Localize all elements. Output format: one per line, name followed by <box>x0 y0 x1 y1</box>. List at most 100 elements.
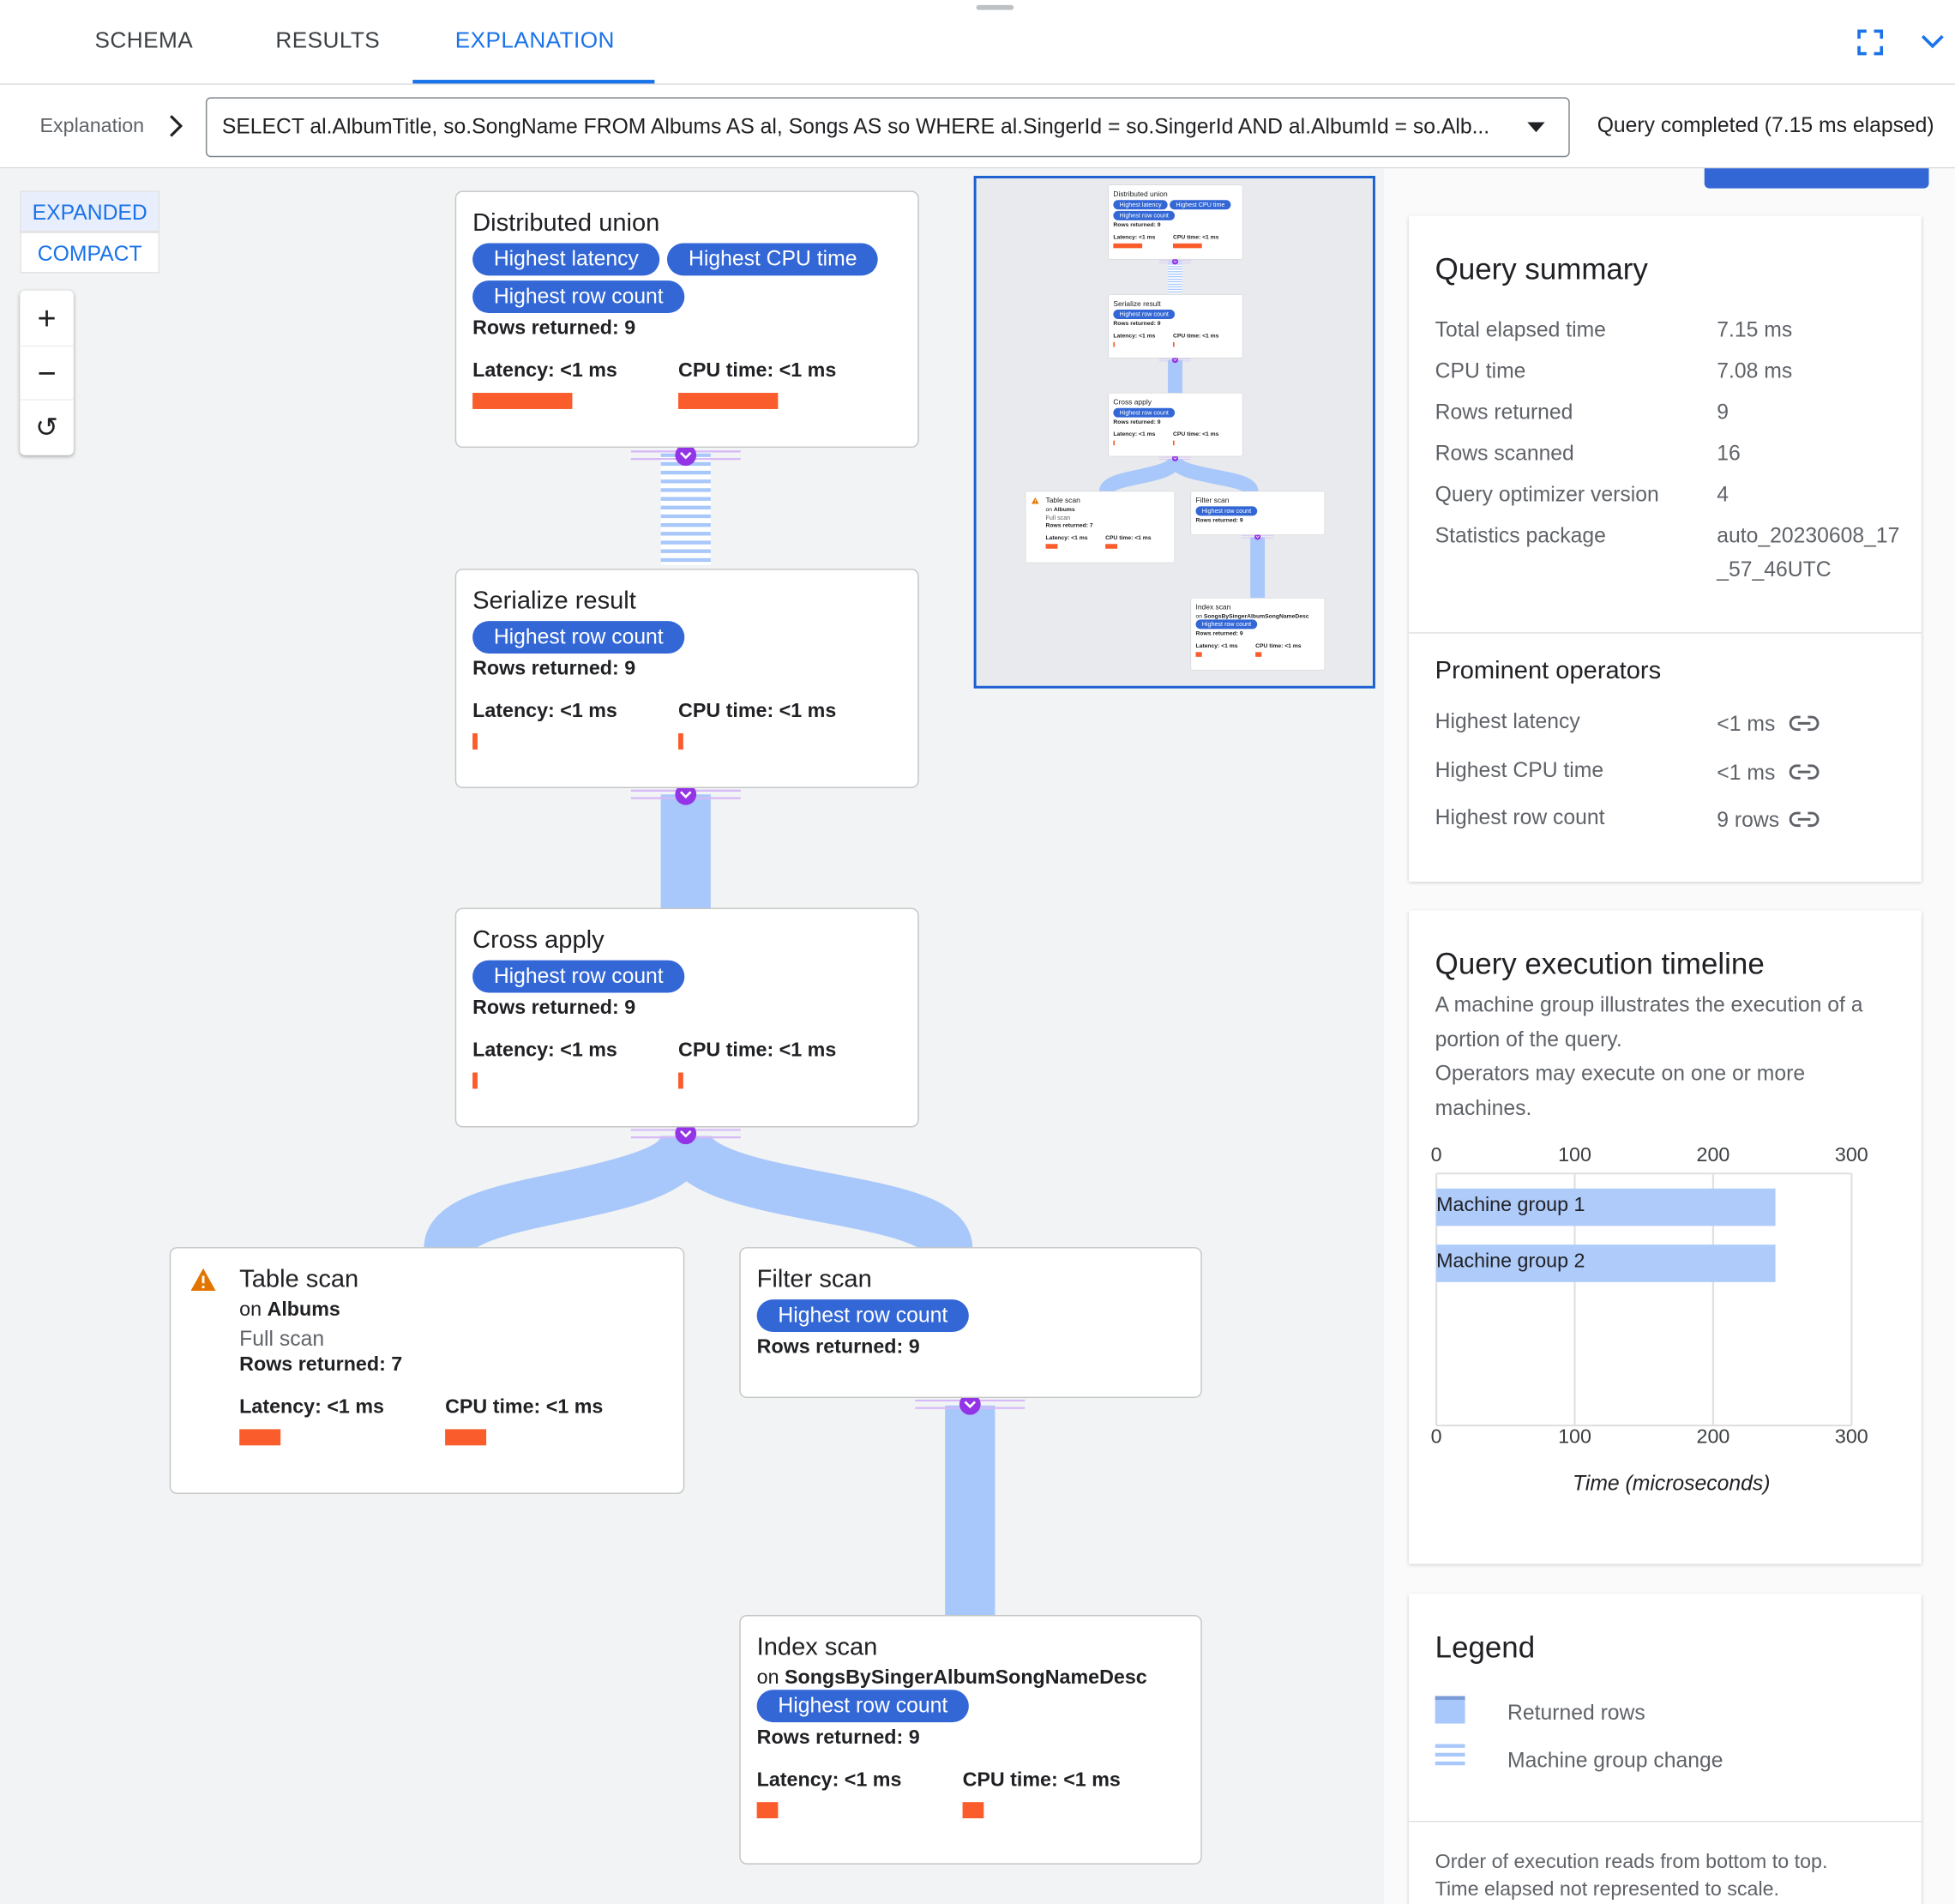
cpu-time-label: CPU time: <1 ms <box>962 1769 1121 1792</box>
legend-machine-group-change: Machine group change <box>1507 1748 1723 1773</box>
expand-connector-button[interactable] <box>1158 455 1192 461</box>
node-badges: Highest latency Highest CPU time Highest r… <box>1113 200 1237 220</box>
cpu-time-label: CPU time: <1 ms <box>445 1396 604 1419</box>
latency-bar <box>1045 544 1058 549</box>
rows-returned: Rows returned: 9 <box>1113 419 1161 425</box>
latency-bar <box>1113 341 1116 347</box>
plan-node-serialize-result[interactable]: Serialize result Highest row count Rows re… <box>454 569 919 788</box>
toolbar: Explanation SELECT al.AlbumTitle, so.Son… <box>0 84 1955 169</box>
badge[interactable]: Highest CPU time <box>1170 200 1231 210</box>
plan-node-index-scan[interactable]: Index scan on SongsBySingerAlbumSongNameD… <box>1190 598 1326 671</box>
expand-connector-button[interactable] <box>630 444 741 467</box>
table-name: SongsBySingerAlbumSongNameDesc <box>784 1667 1147 1689</box>
timeline-bar[interactable] <box>1436 1244 1776 1282</box>
legend-note-2: Time elapsed not represented to scale. <box>1435 1879 1780 1901</box>
node-table: on SongsBySingerAlbumSongNameDesc <box>757 1667 1185 1690</box>
node-title: Table scan <box>1045 497 1080 505</box>
rows-returned: Rows returned: 9 <box>1195 630 1243 637</box>
query-plan-graph: Distributed union Highest latency Highest … <box>0 168 1247 1904</box>
plan-node-distributed-union[interactable]: Distributed union Highest latency Highest … <box>454 190 919 449</box>
badge[interactable]: Highest latency <box>472 243 660 276</box>
cpu-time-label: CPU time: <1 ms <box>1172 233 1219 241</box>
summary-value: 16 <box>1717 441 1741 466</box>
cpu-time-bar <box>1255 652 1262 657</box>
node-title: Distributed union <box>472 209 660 238</box>
link-icon[interactable] <box>1789 762 1820 780</box>
expand-connector-button[interactable] <box>1158 258 1192 265</box>
reset-zoom-button[interactable]: ↺ <box>35 411 58 443</box>
expand-connector-button[interactable] <box>630 1123 741 1145</box>
badge[interactable]: Highest row count <box>472 621 685 654</box>
plan-node-index-scan[interactable]: Index scan on SongsBySingerAlbumSongNameD… <box>739 1615 1202 1865</box>
machine-group-change-swatch <box>1435 1744 1465 1766</box>
expanded-view-button[interactable]: EXPANDED <box>20 190 160 232</box>
tab-results[interactable]: RESULTS <box>275 27 381 53</box>
latency-label: Latency: <1 ms <box>472 1039 617 1062</box>
node-badges: Highest row count <box>756 1690 1185 1723</box>
tab-bar: SCHEMA RESULTS EXPLANATION <box>0 0 1955 85</box>
link-icon[interactable] <box>1789 714 1820 732</box>
badge[interactable]: Highest row count <box>472 960 685 993</box>
badge[interactable]: Highest row count <box>472 280 685 313</box>
badge[interactable]: Highest row count <box>1195 506 1258 516</box>
returned-rows-connector <box>424 1131 711 1255</box>
cpu-time-label: CPU time: <1 ms <box>678 701 837 722</box>
prominent-label: Highest CPU time <box>1435 757 1604 781</box>
drag-handle[interactable] <box>976 4 1014 10</box>
x-axis-label: Time (microseconds) <box>1572 1471 1771 1496</box>
expand-connector-button[interactable] <box>915 1393 1026 1415</box>
x-tick-label-bottom: 200 <box>1696 1426 1730 1449</box>
timeline-title: Query execution timeline <box>1435 948 1765 982</box>
minimap[interactable]: Distributed union Highest latency Highest … <box>973 176 1375 689</box>
badge[interactable]: Highest row count <box>1195 619 1258 630</box>
dropdown-arrow-icon[interactable] <box>1526 121 1546 134</box>
chevron-down-icon[interactable] <box>1920 33 1945 50</box>
badge[interactable]: Highest latency <box>1113 200 1168 210</box>
returned-rows-connector <box>1168 456 1259 495</box>
badge[interactable]: Highest row count <box>756 1299 969 1332</box>
cpu-time-label: CPU time: <1 ms <box>1172 431 1219 437</box>
node-title: Filter scan <box>1195 497 1230 505</box>
badge[interactable]: Highest CPU time <box>667 243 879 276</box>
on-prefix: on <box>756 1667 779 1689</box>
plan-node-filter-scan[interactable]: Filter scan Highest row count Rows returne… <box>739 1247 1202 1399</box>
legend-note: Order of execution reads from bottom to … <box>1435 1852 1828 1874</box>
plan-node-serialize-result[interactable]: Serialize result Highest row count Rows re… <box>1108 294 1243 359</box>
latency-label: Latency: <1 ms <box>1113 233 1156 241</box>
table-name: Albums <box>267 1299 340 1321</box>
badge[interactable]: Highest row count <box>1113 310 1176 319</box>
prominent-label: Highest latency <box>1435 709 1580 734</box>
returned-rows-connector <box>1250 537 1266 599</box>
node-table: on SongsBySingerAlbumSongNameDesc <box>1196 613 1320 620</box>
timeline-card: Query execution timeline A machine group… <box>1409 910 1922 1564</box>
plan-node-filter-scan[interactable]: Filter scan Highest row count Rows returne… <box>1190 491 1326 535</box>
latency-bar <box>472 1072 478 1089</box>
expand-connector-button[interactable] <box>1158 357 1192 364</box>
timeline-bar[interactable] <box>1436 1188 1776 1226</box>
panel-action-button[interactable] <box>1704 168 1929 189</box>
cpu-time-bar <box>445 1429 486 1446</box>
fullscreen-icon[interactable] <box>1856 28 1884 56</box>
query-select[interactable]: SELECT al.AlbumTitle, so.SongName FROM A… <box>205 97 1570 158</box>
badge[interactable]: Highest row count <box>1113 210 1176 220</box>
latency-label: Latency: <1 ms <box>756 1769 902 1792</box>
rows-returned: Rows returned: 9 <box>472 997 636 1019</box>
badge[interactable]: Highest row count <box>756 1690 969 1723</box>
summary-value: 9 <box>1717 400 1729 425</box>
plan-node-cross-apply[interactable]: Cross apply Highest row count Rows returne… <box>1108 392 1243 457</box>
plan-node-table-scan[interactable]: Table scan on Albums Full scan Rows returne… <box>1025 491 1176 563</box>
breadcrumb[interactable]: Explanation <box>39 116 145 137</box>
node-badges: Highest row count <box>1113 407 1237 418</box>
tab-schema[interactable]: SCHEMA <box>94 27 194 53</box>
badge[interactable]: Highest row count <box>1113 407 1176 418</box>
expand-connector-button[interactable] <box>630 783 741 805</box>
expand-connector-button[interactable] <box>1242 533 1274 540</box>
plan-node-table-scan[interactable]: Table scan on Albums Full scan Rows returne… <box>169 1247 685 1495</box>
plan-node-distributed-union[interactable]: Distributed union Highest latency Highest … <box>1108 184 1243 260</box>
compact-view-button[interactable]: COMPACT <box>20 232 160 274</box>
zoom-in-button[interactable]: + <box>37 298 57 336</box>
tab-explanation[interactable]: EXPLANATION <box>454 27 615 53</box>
link-icon[interactable] <box>1789 810 1820 828</box>
zoom-out-button[interactable]: − <box>20 345 74 401</box>
plan-node-cross-apply[interactable]: Cross apply Highest row count Rows returne… <box>454 907 919 1128</box>
